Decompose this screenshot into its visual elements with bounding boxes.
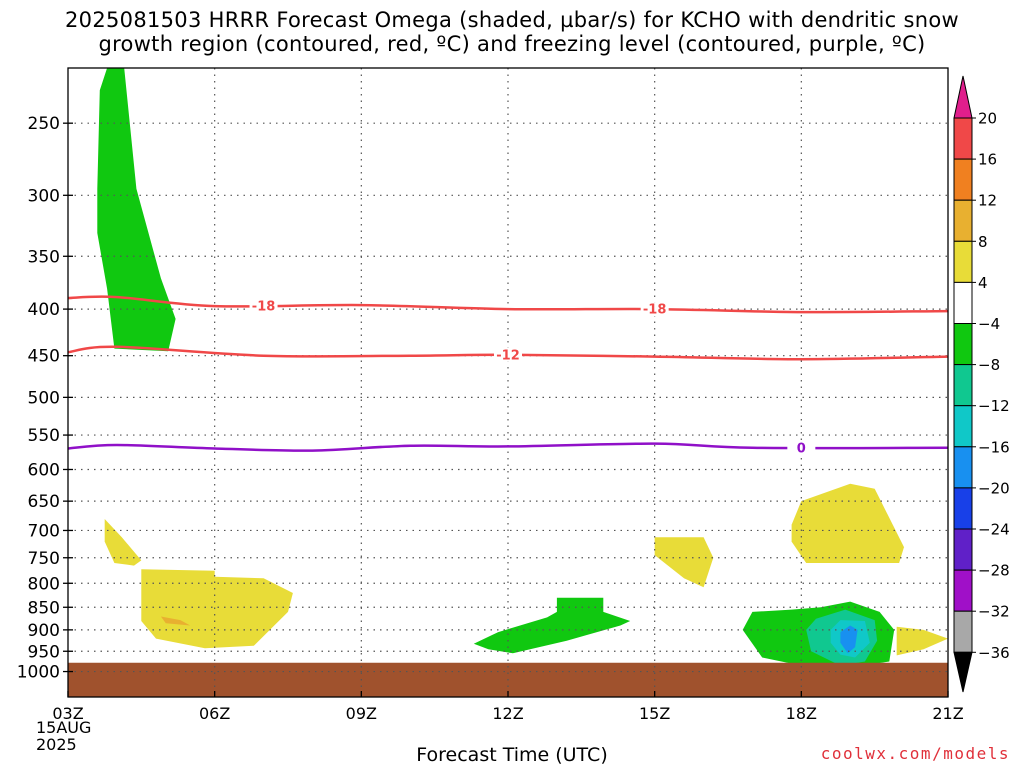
omega-region-upward-motion-right-core — [840, 625, 858, 654]
x-tick-label-18Z: 18Z — [786, 704, 817, 723]
colorbar-label-12: −32 — [978, 603, 1010, 621]
date-year: 2025 — [36, 735, 77, 754]
colorbar-label-3: 8 — [978, 233, 988, 251]
contour-label-m12-0: -12 — [496, 348, 520, 363]
colorbar-label-0: 20 — [978, 110, 997, 128]
colorbar-segment-13 — [953, 610, 973, 653]
contour-label-bg-m18-0 — [249, 298, 278, 313]
y-tick-label-350: 350 — [28, 247, 60, 267]
x-tick-label-03Z: 03Z — [52, 704, 83, 723]
x-tick-label-12Z: 12Z — [492, 704, 523, 723]
date-day: 15AUG — [36, 718, 92, 737]
contour-lines: -18 -18 -12 0 — [67, 295, 949, 456]
y-tick-label-800: 800 — [28, 574, 60, 594]
omega-region-upward-motion-mid — [473, 597, 631, 654]
y-tick-label-750: 750 — [28, 549, 60, 569]
colorbar-label-9: −20 — [978, 479, 1010, 497]
y-tick-label-1000: 1000 — [17, 663, 60, 683]
title-line-1: 2025081503 HRRR Forecast Omega (shaded, … — [65, 8, 959, 32]
axes: 250 300 350 400 450 500 550 600 650 700 750 800 850 9… — [17, 67, 964, 723]
dgz-contour-m12 — [67, 345, 949, 361]
y-tick-label-650: 650 — [28, 492, 60, 512]
colorbar-label-10: −24 — [978, 521, 1010, 539]
x-tick-label-09Z: 09Z — [346, 704, 377, 723]
y-tick-label-300: 300 — [28, 186, 60, 206]
y-tick-label-400: 400 — [28, 300, 60, 320]
colorbar-segment-2 — [953, 158, 973, 201]
omega-region-upward-motion-upper — [97, 68, 176, 352]
colorbar-label-6: −8 — [978, 356, 1000, 374]
colorbar-label-8: −16 — [978, 438, 1010, 456]
y-tick-label-700: 700 — [28, 521, 60, 541]
grid-lines — [68, 68, 948, 697]
contour-label-bg-m18-1 — [640, 302, 669, 317]
start-date: 15AUG 2025 — [36, 719, 91, 753]
x-tick-label-21Z: 21Z — [932, 704, 963, 723]
y-tick-label-850: 850 — [28, 598, 60, 618]
colorbar-label-1: 16 — [978, 151, 997, 169]
title-line-2: growth region (contoured, red, ºC) and f… — [98, 32, 926, 56]
colorbar-label-2: 12 — [978, 192, 997, 210]
dgz-contour-m18 — [67, 295, 949, 314]
colorbar-segment-7 — [953, 364, 973, 407]
contour-label-m18-1: -18 — [643, 303, 667, 318]
colorbar-label-5: −4 — [978, 315, 1000, 333]
y-tick-label-250: 250 — [28, 114, 60, 134]
y-tick-label-450: 450 — [28, 347, 60, 367]
colorbar-segment-8 — [953, 405, 973, 448]
colorbar: 20 16 12 8 4 −4 −8 −12 −16 −20 −24 −28 −32 −36 — [953, 75, 1010, 693]
colorbar-label-7: −12 — [978, 397, 1010, 415]
x-tick-label-15Z: 15Z — [639, 704, 670, 723]
colorbar-segment-1 — [953, 117, 973, 160]
contour-label-0-0: 0 — [797, 441, 806, 456]
colorbar-segment-11 — [953, 528, 973, 571]
colorbar-segment-9 — [953, 446, 973, 489]
x-axis-label: Forecast Time (UTC) — [416, 744, 608, 766]
colorbar-bottom-arrow — [953, 651, 973, 693]
colorbar-segment-6 — [953, 323, 973, 366]
credit-link[interactable]: coolwx.com/models — [820, 744, 1010, 763]
colorbar-segment-3 — [953, 199, 973, 242]
contour-label-bg-m12-0 — [494, 347, 522, 362]
x-tick-label-06Z: 06Z — [199, 704, 230, 723]
omega-region-sinking-upper-right — [791, 483, 904, 563]
freezing-level-contour — [67, 442, 949, 452]
colorbar-segment-12 — [953, 569, 973, 612]
colorbar-segment-4 — [953, 240, 973, 283]
colorbar-label-4: 4 — [978, 274, 988, 292]
omega-region-sinking-lower-left — [141, 569, 293, 649]
colorbar-top-arrow — [953, 75, 973, 119]
colorbar-label-11: −28 — [978, 562, 1010, 580]
omega-region-sinking-mid-right — [654, 537, 714, 588]
y-tick-label-500: 500 — [28, 388, 60, 408]
omega-region-sinking-lower-left-core — [160, 616, 191, 626]
y-tick-label-950: 950 — [28, 642, 60, 662]
y-tick-label-550: 550 — [28, 426, 60, 446]
y-tick-label-900: 900 — [28, 621, 60, 641]
colorbar-segment-10 — [953, 487, 973, 530]
colorbar-label-13: −36 — [978, 644, 1010, 662]
contour-label-m18-0: -18 — [252, 299, 276, 314]
chart-title: 2025081503 HRRR Forecast Omega (shaded, … — [0, 8, 1024, 56]
shaded-regions — [97, 68, 948, 668]
y-tick-label-600: 600 — [28, 460, 60, 480]
omega-region-sinking-far-right — [896, 626, 948, 656]
colorbar-segment-5 — [953, 281, 973, 324]
contour-label-bg-0-0 — [787, 440, 816, 455]
omega-region-sinking-upper-left — [104, 519, 142, 566]
